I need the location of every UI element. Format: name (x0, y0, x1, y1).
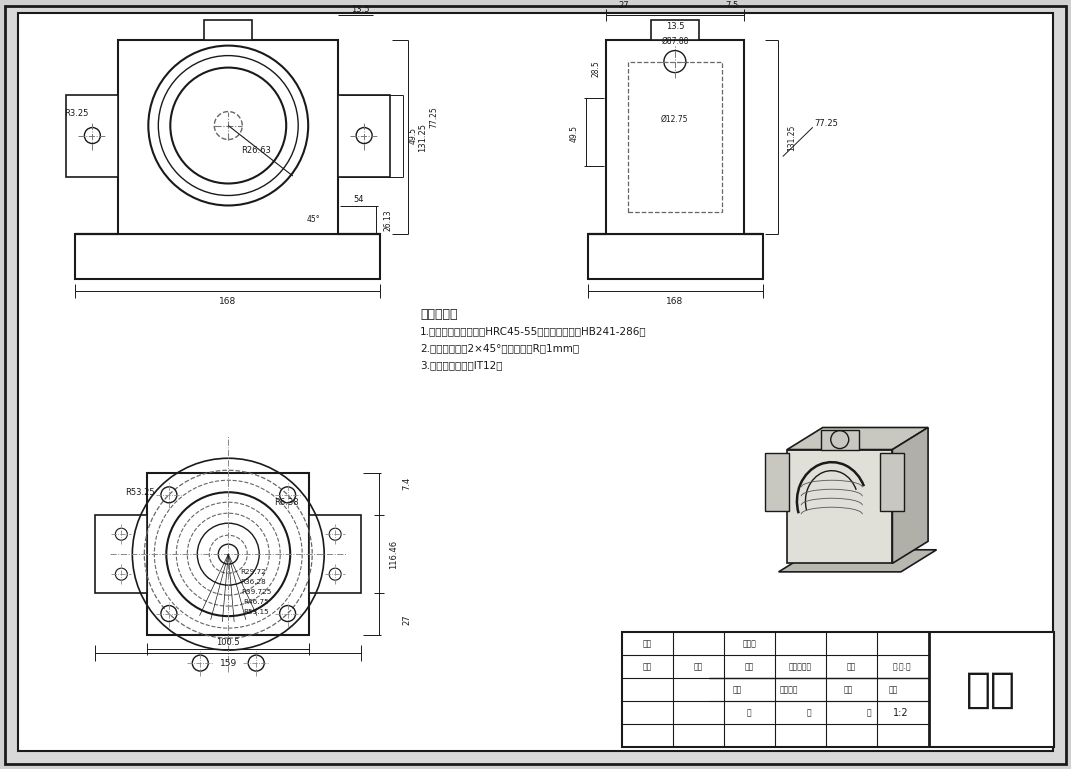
Bar (651, 20, 699, 40)
Text: 159: 159 (220, 658, 237, 667)
Bar (119, 40, 338, 235)
Text: 年.月.日: 年.月.日 (893, 662, 911, 671)
Bar (879, 453, 904, 511)
Text: 45°: 45° (306, 215, 320, 224)
Text: R53.25: R53.25 (125, 488, 155, 497)
Text: 49.5: 49.5 (570, 125, 578, 141)
Bar (622, 632, 1054, 747)
Text: 数量: 数量 (733, 685, 741, 694)
Text: 审计: 审计 (643, 639, 652, 648)
Bar (588, 235, 763, 279)
Text: 数量: 数量 (846, 662, 856, 671)
Text: R26.63: R26.63 (241, 146, 271, 155)
Text: 3.未注尺寸公差按IT12。: 3.未注尺寸公差按IT12。 (420, 361, 502, 371)
Bar (95, 515, 148, 593)
Text: 116.46: 116.46 (389, 540, 397, 569)
Bar (765, 453, 789, 511)
Text: 28.5: 28.5 (591, 61, 601, 77)
Text: 比例: 比例 (889, 685, 899, 694)
Polygon shape (787, 450, 892, 564)
Text: 77.25: 77.25 (814, 119, 838, 128)
Text: 26.13: 26.13 (383, 210, 393, 231)
Text: 图纸代号码: 图纸代号码 (788, 662, 812, 671)
Text: 131.25: 131.25 (787, 125, 796, 151)
Text: 2.未注倒角均为2×45°，圆角半径R＝1mm；: 2.未注倒角均为2×45°，圆角半径R＝1mm； (420, 343, 579, 354)
Text: 27: 27 (403, 614, 411, 625)
Bar (820, 430, 859, 450)
Bar (310, 515, 361, 593)
Text: 77.25: 77.25 (429, 107, 439, 128)
Bar (628, 62, 722, 212)
Text: R6.38: R6.38 (274, 498, 299, 507)
Text: 100.5: 100.5 (216, 638, 240, 647)
Text: 技术要求：: 技术要求： (420, 308, 457, 321)
Text: 168: 168 (666, 297, 683, 306)
Text: R3.25: R3.25 (64, 109, 89, 118)
Polygon shape (787, 428, 929, 450)
Text: R53.15: R53.15 (243, 609, 269, 615)
Text: 13.5: 13.5 (351, 5, 369, 14)
Text: 审: 审 (806, 708, 811, 717)
Text: 27: 27 (619, 1, 630, 10)
Text: 7.4: 7.4 (403, 477, 411, 490)
Polygon shape (779, 550, 936, 572)
Text: 168: 168 (218, 297, 236, 306)
Text: Ø12.75: Ø12.75 (661, 115, 689, 124)
Bar (606, 40, 744, 235)
Text: 图签: 图签 (844, 685, 854, 694)
Bar (338, 95, 390, 177)
Text: 49.5: 49.5 (409, 127, 418, 144)
Text: 1.齿面渗碳淬火处理，HRC45-55，轴调质处理，HB241-286；: 1.齿面渗碳淬火处理，HRC45-55，轴调质处理，HB241-286； (420, 326, 647, 336)
Text: 重量比例: 重量比例 (780, 685, 798, 694)
Text: R29.72: R29.72 (240, 569, 266, 575)
Bar (75, 235, 380, 279)
Bar (148, 473, 310, 635)
Text: 7.5: 7.5 (725, 1, 739, 10)
Text: 54: 54 (353, 195, 363, 204)
Text: 图纸位: 图纸位 (742, 639, 756, 648)
Text: 共: 共 (746, 708, 751, 717)
Text: 校核: 校核 (694, 662, 703, 671)
Text: 13.5: 13.5 (666, 22, 684, 31)
Text: 131.25: 131.25 (418, 123, 426, 152)
Polygon shape (892, 428, 929, 564)
Text: 分页: 分页 (744, 662, 754, 671)
Text: 页: 页 (866, 708, 871, 717)
Bar (205, 20, 253, 40)
Text: 套筒: 套筒 (966, 669, 1015, 711)
Bar (66, 95, 119, 177)
Text: 1:2: 1:2 (893, 707, 908, 717)
Text: R46.75: R46.75 (243, 599, 269, 605)
Text: Ø87.88: Ø87.88 (661, 37, 689, 46)
Text: 拟起: 拟起 (643, 662, 652, 671)
Text: R36.28: R36.28 (240, 579, 266, 585)
Text: R39.725: R39.725 (241, 589, 271, 595)
